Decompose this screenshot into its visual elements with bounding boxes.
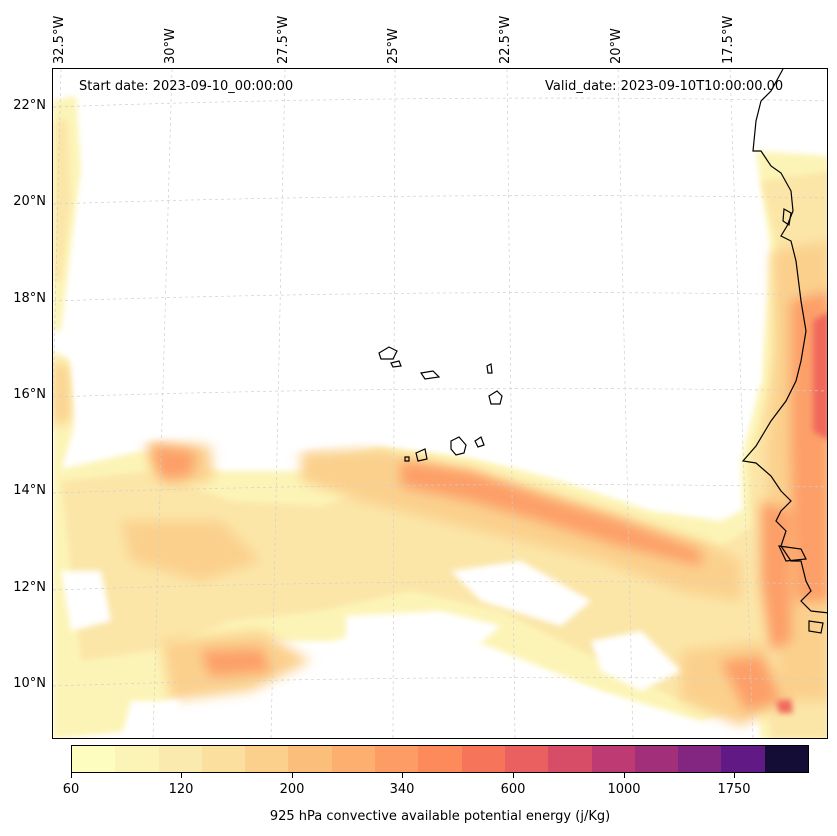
colorbar-tick-200: 200 (279, 782, 305, 797)
colorbar-swatch (634, 746, 679, 772)
colorbar-swatch (418, 746, 462, 772)
lon-label-22-5w: 22.5°W (498, 15, 513, 64)
colorbar-swatch (331, 746, 376, 772)
colorbar-tickmark (624, 773, 625, 778)
colorbar-tick-1750: 1750 (717, 782, 751, 797)
lat-label-16n: 16°N (13, 387, 46, 402)
colorbar-tick-1000: 1000 (607, 782, 641, 797)
colorbar-label: 925 hPa convective available potential e… (269, 809, 611, 824)
valid-date-annotation: Valid_date: 2023-09-10T10:00:00.00 (545, 79, 784, 94)
lat-label-10n: 10°N (13, 676, 46, 691)
colorbar-swatch (548, 746, 592, 772)
no-cape-areas (61, 131, 761, 738)
colorbar-swatch (288, 746, 332, 772)
colorbar-tick-60: 60 (62, 782, 80, 797)
colorbar-tick-120: 120 (168, 782, 194, 797)
coastlines (378, 69, 827, 634)
colorbar-tickmark (734, 773, 735, 778)
colorbar-tickmark (181, 773, 182, 778)
lat-label-14n: 14°N (13, 483, 46, 498)
colorbar-swatch (591, 746, 635, 772)
lon-label-25w: 25°W (386, 28, 401, 64)
cape-fill (53, 96, 827, 738)
colorbar-swatch (158, 746, 202, 772)
colorbar-swatch (764, 746, 809, 772)
lat-label-20n: 20°N (13, 194, 46, 209)
colorbar-tickmark (402, 773, 403, 778)
cape-field-map (53, 69, 827, 738)
colorbar-swatch (678, 746, 722, 772)
lat-label-12n: 12°N (13, 580, 46, 595)
start-date-annotation: Start date: 2023-09-10_00:00:00 (79, 79, 294, 94)
colorbar-tickmark (513, 773, 514, 778)
gridlines (53, 69, 827, 738)
lon-label-17-5w: 17.5°W (721, 15, 736, 64)
lon-label-20w: 20°W (609, 28, 624, 64)
colorbar-swatch (375, 746, 419, 772)
colorbar-swatch (115, 746, 159, 772)
colorbar-swatch (201, 746, 246, 772)
map-panel (52, 68, 828, 739)
lon-label-32-5w: 32.5°W (52, 15, 67, 64)
colorbar-swatch (72, 746, 116, 772)
colorbar-swatch (245, 746, 289, 772)
lat-label-18n: 18°N (13, 291, 46, 306)
colorbar-tickmark (292, 773, 293, 778)
lon-label-27-5w: 27.5°W (276, 15, 291, 64)
colorbar (71, 745, 809, 773)
lon-label-30w: 30°W (163, 28, 178, 64)
colorbar-tick-600: 600 (500, 782, 526, 797)
colorbar-swatch (504, 746, 549, 772)
lat-label-22n: 22°N (13, 98, 46, 113)
colorbar-tickmark (71, 773, 72, 778)
colorbar-swatch (721, 746, 765, 772)
colorbar-swatch (461, 746, 505, 772)
colorbar-tick-340: 340 (389, 782, 415, 797)
